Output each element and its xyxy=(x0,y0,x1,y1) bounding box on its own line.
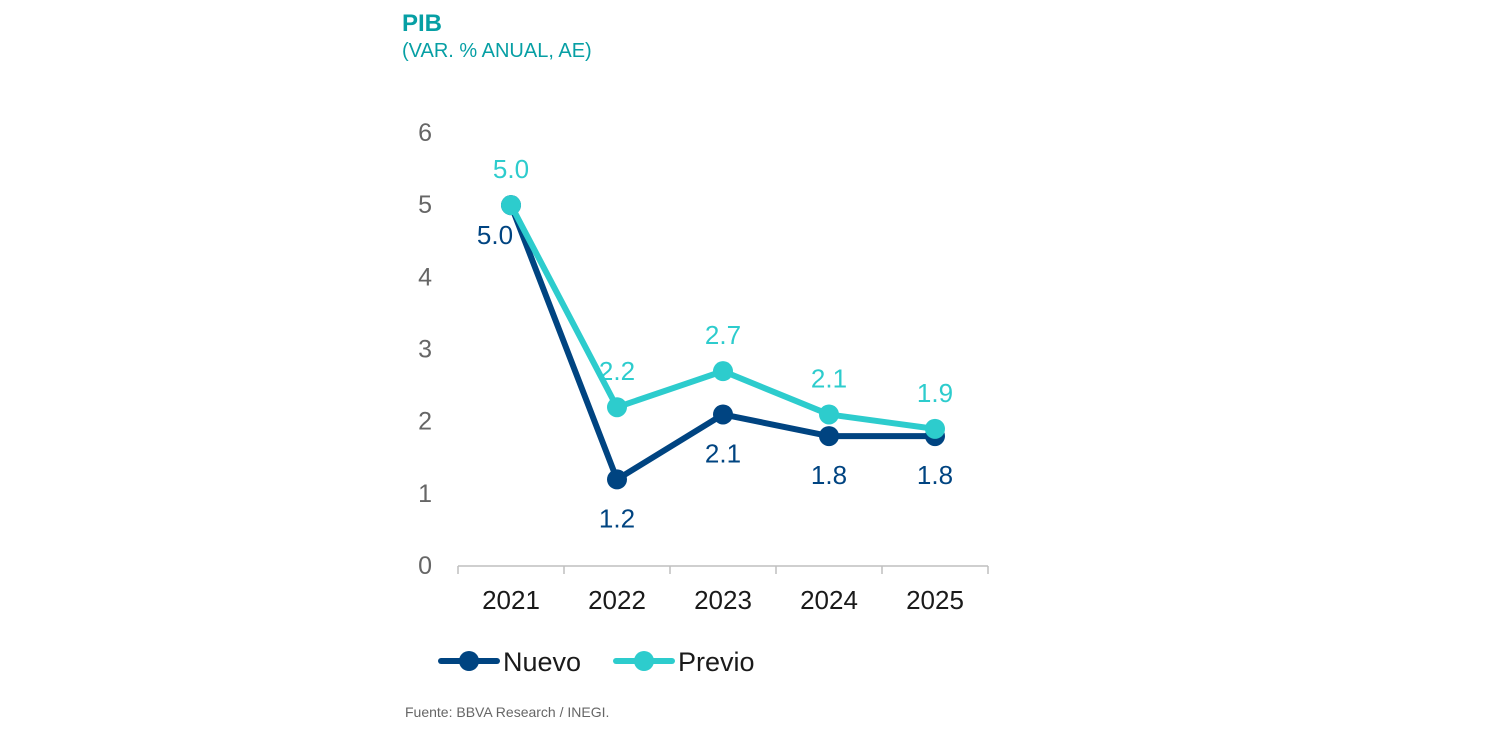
data-point-previo xyxy=(713,361,733,382)
data-label-nuevo: 2.1 xyxy=(705,438,741,468)
data-label-previo: 1.9 xyxy=(917,378,953,408)
legend-label-nuevo: Nuevo xyxy=(503,647,581,677)
data-label-previo: 2.1 xyxy=(811,363,847,393)
data-point-previo xyxy=(819,404,839,425)
data-point-nuevo xyxy=(819,426,839,447)
source-note: Fuente: BBVA Research / INEGI. xyxy=(405,704,610,720)
y-tick-label: 2 xyxy=(418,408,432,436)
chart-subtitle: (VAR. % ANUAL, AE) xyxy=(402,40,592,62)
y-tick-label: 6 xyxy=(418,119,432,147)
legend-marker-previo xyxy=(634,651,654,671)
y-tick-label: 5 xyxy=(418,191,432,219)
data-label-previo: 2.2 xyxy=(599,356,635,386)
data-label-nuevo: 5.0 xyxy=(477,220,513,250)
data-label-previo: 5.0 xyxy=(493,154,529,184)
data-point-nuevo xyxy=(713,404,733,425)
data-label-nuevo: 1.8 xyxy=(917,460,953,490)
legend-marker-nuevo xyxy=(459,651,479,671)
y-tick-label: 0 xyxy=(418,552,432,580)
x-tick-label: 2025 xyxy=(906,585,964,615)
chart-title: PIB xyxy=(402,10,443,37)
data-label-nuevo: 1.2 xyxy=(599,503,635,533)
data-point-previo xyxy=(501,195,521,216)
y-tick-label: 4 xyxy=(418,263,432,291)
series-line-previo xyxy=(508,202,938,432)
data-point-previo xyxy=(607,397,627,418)
data-label-nuevo: 1.8 xyxy=(811,460,847,490)
data-label-previo: 2.7 xyxy=(705,320,741,350)
legend-label-previo: Previo xyxy=(678,647,755,677)
x-tick-label: 2023 xyxy=(694,585,752,615)
y-tick-label: 1 xyxy=(418,480,432,508)
y-tick-label: 3 xyxy=(418,336,432,364)
x-tick-label: 2022 xyxy=(588,585,646,615)
x-tick-label: 2021 xyxy=(482,585,540,615)
data-point-nuevo xyxy=(607,469,627,490)
data-point-previo xyxy=(925,418,945,439)
x-tick-label: 2024 xyxy=(800,585,858,615)
line-chart: 0 1 2 3 4 5 6 2021 2022 2023 2024 2025 5.0 1.2 2.1 1.8 1… xyxy=(418,119,989,677)
